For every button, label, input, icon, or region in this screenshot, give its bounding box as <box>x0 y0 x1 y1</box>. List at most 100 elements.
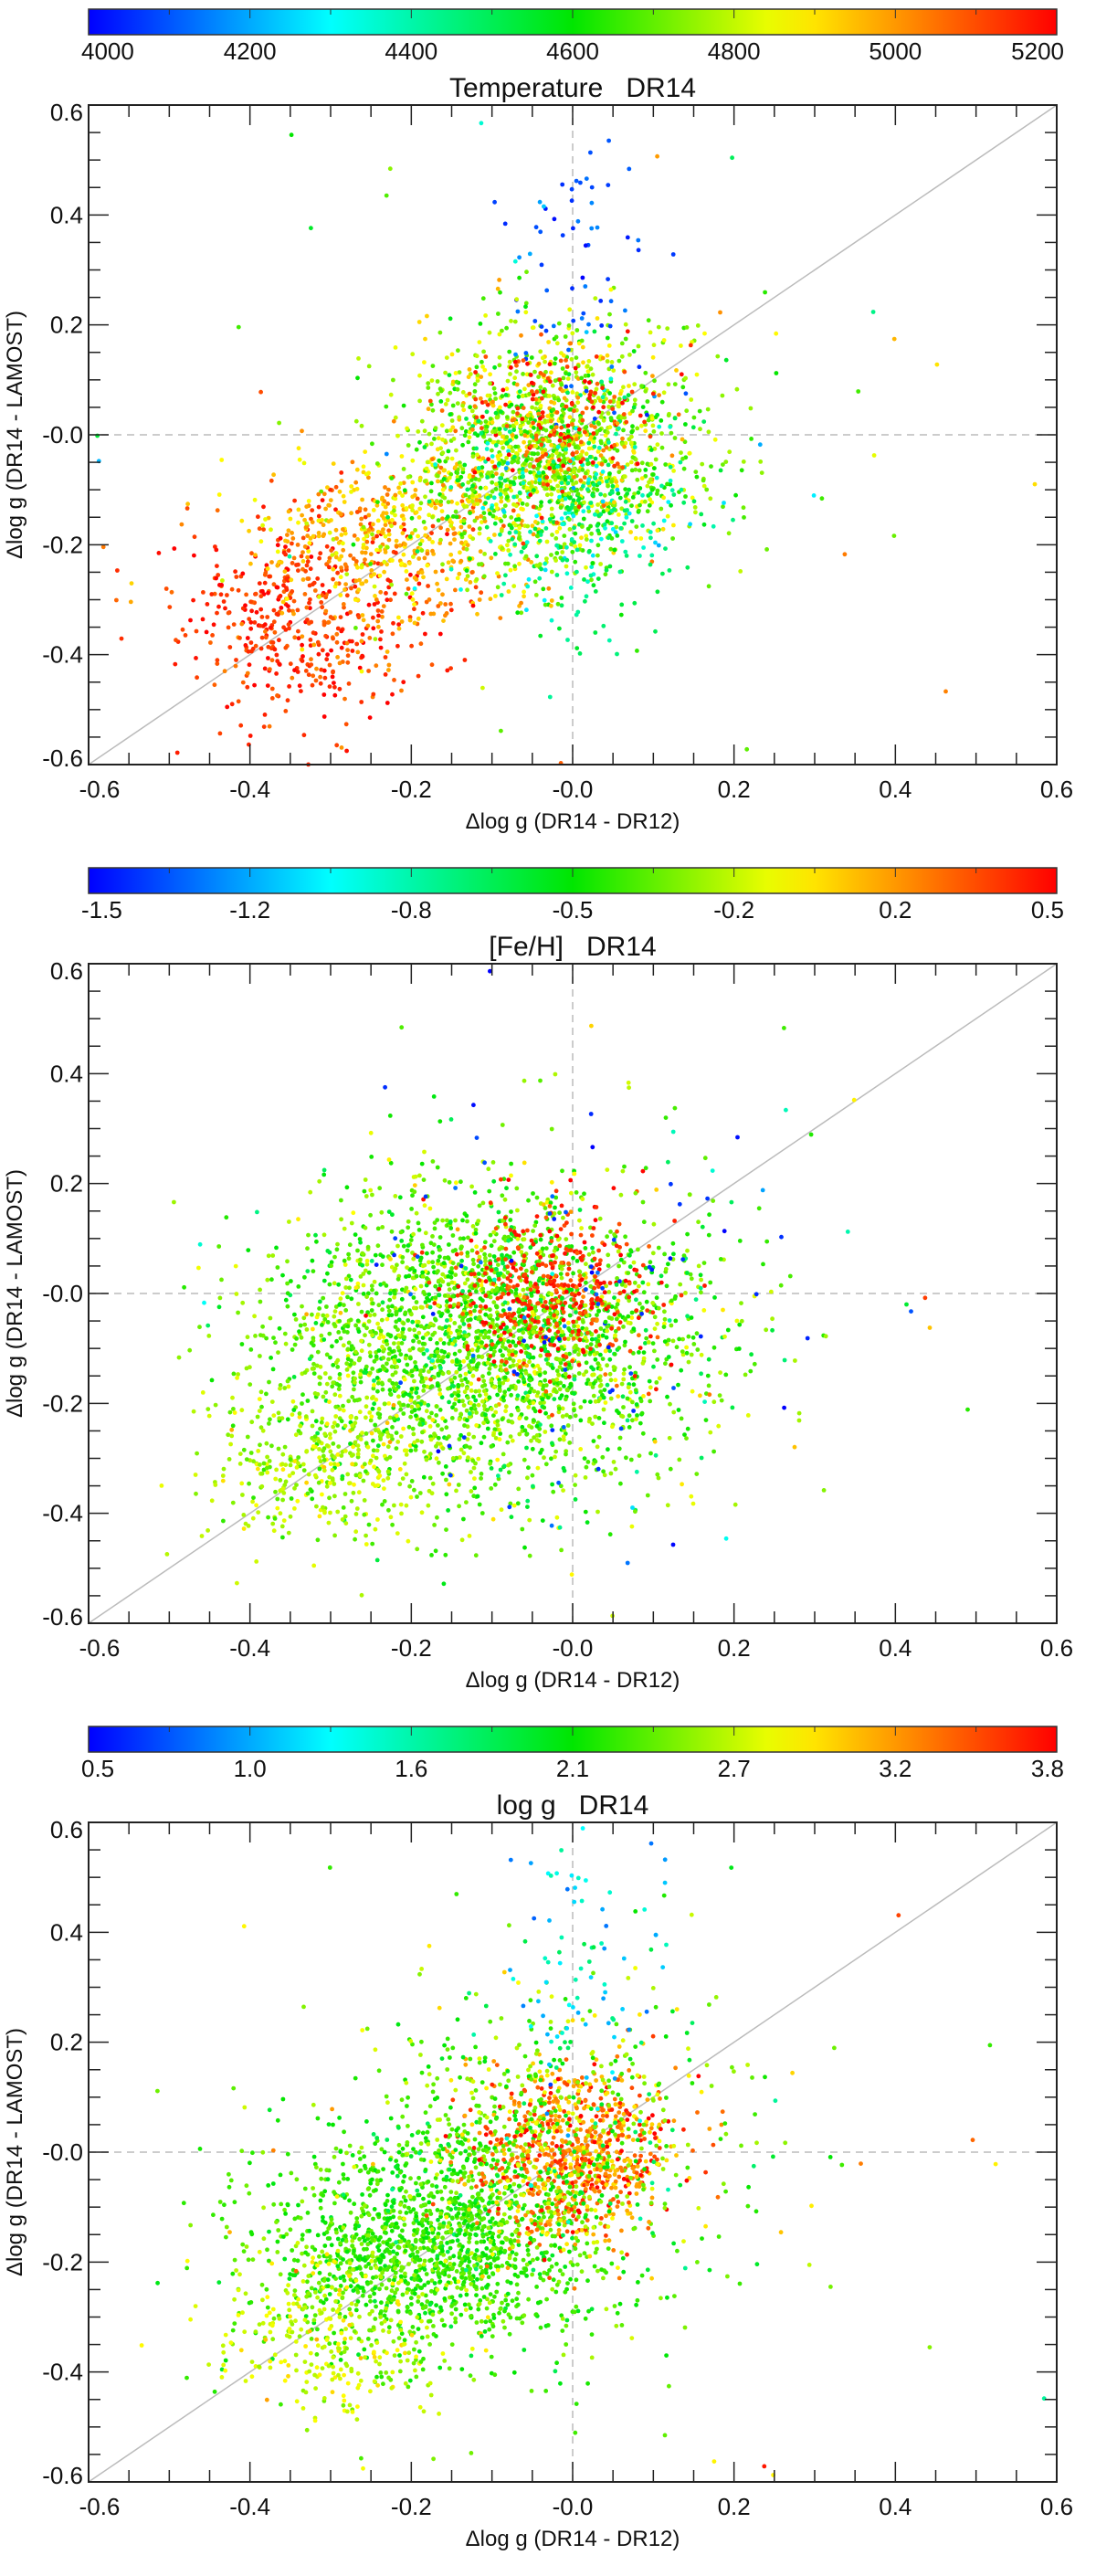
data-point <box>431 364 436 368</box>
data-point <box>503 222 508 227</box>
data-point <box>268 1417 272 1421</box>
data-point <box>543 1370 547 1375</box>
data-point <box>415 448 419 452</box>
data-point <box>503 503 508 508</box>
data-point <box>302 1275 307 1280</box>
data-point <box>342 1303 346 1307</box>
data-point <box>608 1532 613 1536</box>
data-point <box>549 604 553 608</box>
data-point <box>537 470 542 475</box>
data-point <box>509 489 513 493</box>
data-point <box>436 392 440 396</box>
data-point <box>458 550 462 554</box>
data-point <box>549 419 553 424</box>
data-point <box>266 591 270 596</box>
data-point <box>320 518 324 523</box>
data-point <box>417 515 422 520</box>
data-point <box>429 503 434 508</box>
data-point <box>374 548 379 553</box>
data-point <box>376 1227 381 1231</box>
data-point <box>376 608 381 613</box>
data-point <box>615 1317 619 1322</box>
data-point <box>568 527 573 532</box>
data-point <box>574 1473 578 1478</box>
data-point <box>591 373 595 377</box>
data-point <box>349 484 353 489</box>
data-point <box>384 505 388 510</box>
data-point <box>292 599 297 604</box>
data-point <box>602 503 606 508</box>
data-point <box>247 649 251 654</box>
data-point <box>626 1419 630 1423</box>
data-point <box>339 1296 343 1301</box>
data-point <box>328 531 332 535</box>
data-point <box>485 441 490 446</box>
data-point <box>547 394 552 398</box>
data-point <box>302 461 307 466</box>
data-point <box>637 1284 641 1289</box>
data-point <box>517 562 522 566</box>
data-point <box>740 468 744 472</box>
x-axis-label: Δlog g (DR14 - DR12) <box>466 809 680 834</box>
data-point <box>479 514 483 519</box>
data-point <box>625 515 629 520</box>
data-point <box>618 1436 623 1441</box>
data-point <box>413 1360 417 1365</box>
data-point <box>590 493 595 498</box>
data-point <box>291 612 296 617</box>
data-point <box>637 248 641 252</box>
data-point <box>385 452 389 457</box>
data-point <box>196 1266 201 1271</box>
data-point <box>304 1312 309 1316</box>
data-point <box>501 1395 506 1399</box>
data-point <box>256 514 260 519</box>
data-point <box>615 652 619 657</box>
data-point <box>494 482 499 487</box>
chart-title: Temperature DR14 <box>449 73 696 103</box>
data-point <box>601 624 606 628</box>
data-point <box>462 463 467 468</box>
data-point <box>680 372 684 376</box>
data-point <box>651 424 656 428</box>
data-point <box>649 462 654 467</box>
data-point <box>215 611 219 616</box>
data-point <box>259 539 264 544</box>
data-point <box>396 1277 401 1282</box>
data-point <box>443 371 448 375</box>
data-point <box>448 523 453 528</box>
data-point <box>640 460 645 465</box>
data-point <box>272 608 277 613</box>
data-point <box>246 1248 250 1252</box>
data-point <box>322 714 327 719</box>
x-tick-label: -0.6 <box>79 776 121 803</box>
data-point <box>283 646 288 650</box>
data-point <box>326 503 331 508</box>
data-point <box>492 533 497 537</box>
data-point <box>301 536 306 541</box>
data-point <box>595 502 600 507</box>
data-point <box>384 523 388 527</box>
data-point <box>213 682 217 687</box>
data-point <box>441 488 446 492</box>
data-point <box>688 451 692 456</box>
data-point <box>797 1411 802 1416</box>
data-point <box>403 564 407 568</box>
data-point <box>456 348 460 353</box>
data-point <box>581 276 585 280</box>
data-point <box>528 1336 532 1340</box>
data-point <box>318 675 322 680</box>
data-point <box>410 591 415 596</box>
data-point <box>360 1348 364 1353</box>
data-point <box>464 493 469 498</box>
data-point <box>331 675 335 680</box>
data-point <box>516 460 521 465</box>
data-point <box>293 1343 298 1347</box>
data-point <box>588 1399 593 1404</box>
data-point <box>611 527 616 532</box>
data-point <box>522 433 527 438</box>
data-point <box>566 424 571 428</box>
data-point <box>479 431 483 436</box>
data-point <box>210 633 215 638</box>
data-point <box>466 1277 470 1282</box>
data-point <box>636 238 640 243</box>
